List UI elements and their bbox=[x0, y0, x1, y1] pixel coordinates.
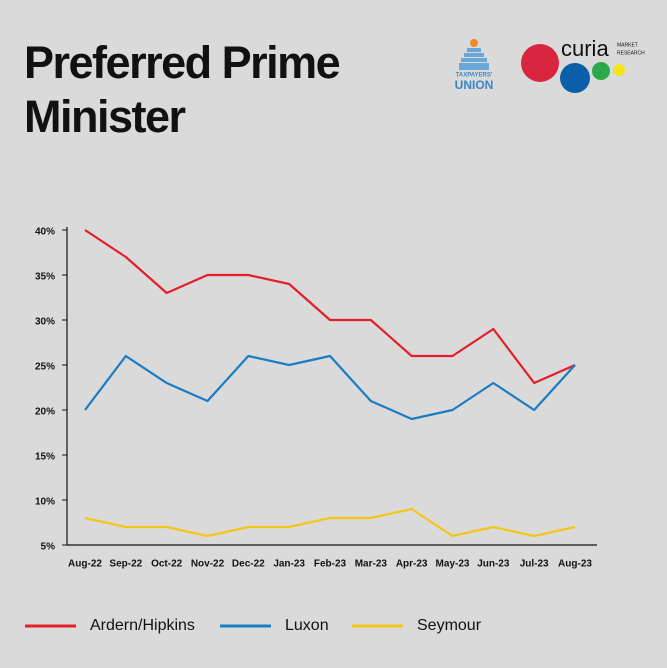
logo-text: MARKET bbox=[617, 42, 638, 48]
chart-title: Preferred Prime Minister bbox=[24, 37, 341, 142]
logo-text: UNION bbox=[455, 78, 494, 92]
x-tick-label: Aug-23 bbox=[558, 559, 592, 570]
taxpayers-logo: TAXPAYERS' UNION bbox=[455, 39, 494, 92]
x-tick-label: Feb-23 bbox=[314, 559, 347, 570]
logo-text: RESEARCH bbox=[617, 50, 645, 56]
x-tick-label: Sep-22 bbox=[109, 559, 142, 570]
x-tick-label: Jul-23 bbox=[520, 559, 549, 570]
x-tick-label: Apr-23 bbox=[396, 559, 428, 570]
logo-text: TAXPAYERS' bbox=[456, 73, 493, 79]
y-tick-label: 40% bbox=[35, 227, 55, 238]
x-tick-label: May-23 bbox=[436, 559, 470, 570]
logo-text: curia bbox=[561, 36, 609, 61]
y-tick-label: 25% bbox=[35, 362, 55, 373]
legend-label: Luxon bbox=[285, 617, 329, 634]
series-line bbox=[84, 354, 576, 421]
x-tick-label: Aug-22 bbox=[68, 559, 102, 570]
y-tick-label: 5% bbox=[41, 542, 56, 553]
y-tick-label: 20% bbox=[35, 407, 55, 418]
legend-label: Ardern/Hipkins bbox=[90, 617, 195, 634]
series-line bbox=[84, 507, 576, 538]
x-tick-label: Dec-22 bbox=[232, 559, 265, 570]
y-tick-label: 15% bbox=[35, 452, 55, 463]
x-tick-label: Oct-22 bbox=[151, 559, 183, 570]
x-tick-label: Jun-23 bbox=[477, 559, 510, 570]
x-tick-label: Jan-23 bbox=[273, 559, 305, 570]
x-tick-label: Nov-22 bbox=[191, 559, 225, 570]
y-tick-label: 10% bbox=[35, 497, 55, 508]
x-tick-label: Mar-23 bbox=[355, 559, 388, 570]
y-tick-label: 35% bbox=[35, 272, 55, 283]
y-tick-label: 30% bbox=[35, 317, 55, 328]
legend-label: Seymour bbox=[417, 617, 482, 634]
curia-logo: curia MARKET RESEARCH bbox=[521, 36, 645, 93]
series-line bbox=[84, 229, 576, 385]
